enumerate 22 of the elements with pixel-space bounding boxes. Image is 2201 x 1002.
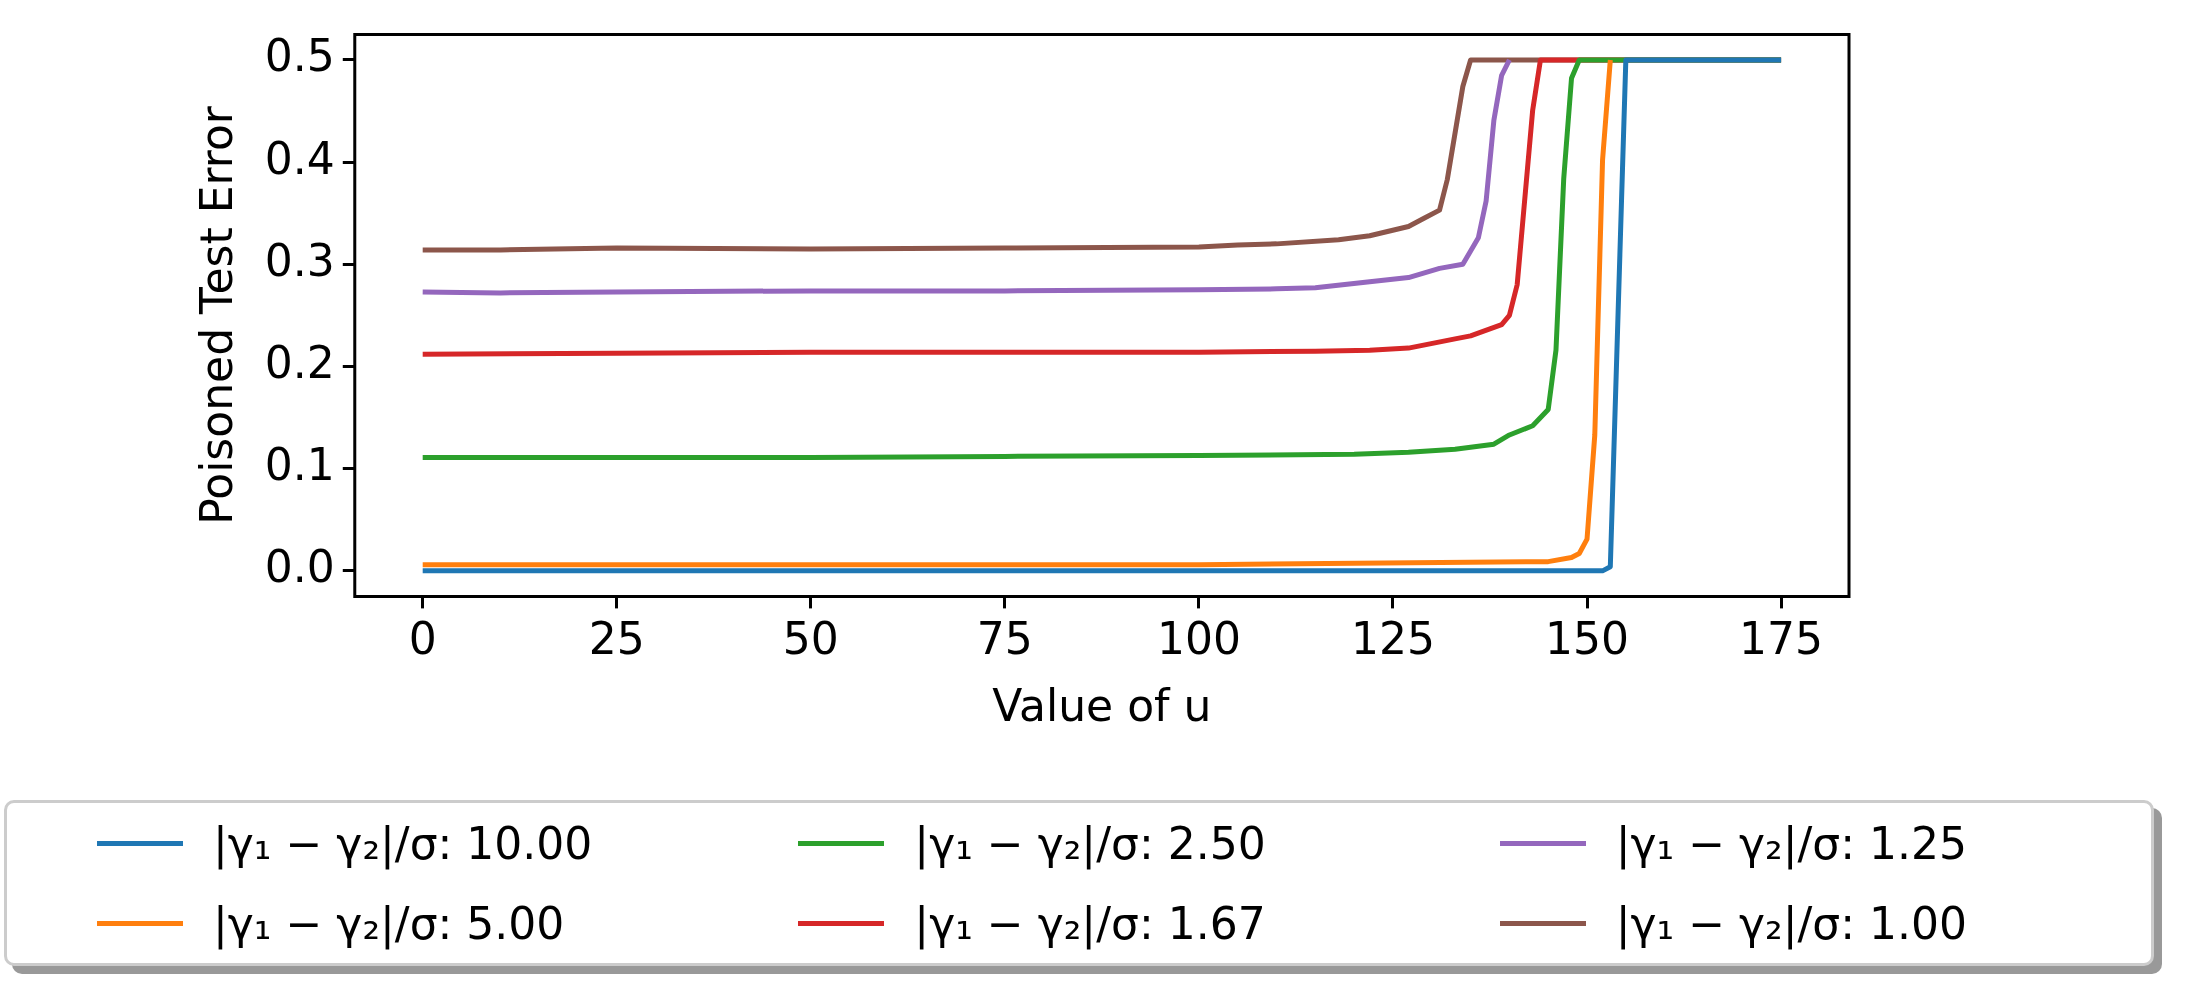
x-tick-label: 25: [588, 613, 645, 665]
x-tick-label: 0: [408, 613, 437, 665]
legend-label: |γ₁ − γ₂|/σ: 10.00: [213, 817, 593, 869]
legend-label: |γ₁ − γ₂|/σ: 5.00: [213, 897, 565, 949]
y-tick-label: 0.4: [264, 132, 335, 184]
legend-label: |γ₁ − γ₂|/σ: 2.50: [914, 817, 1266, 869]
y-tick-label: 0.0: [264, 541, 335, 593]
y-tick-label: 0.2: [264, 336, 335, 388]
legend-label: |γ₁ − γ₂|/σ: 1.25: [1615, 817, 1967, 869]
x-axis-title: Value of u: [992, 680, 1212, 732]
x-tick-label: 125: [1350, 613, 1435, 665]
x-tick-label: 75: [976, 613, 1033, 665]
y-tick-label: 0.3: [264, 234, 335, 286]
x-tick-label: 175: [1739, 613, 1824, 665]
legend-label: |γ₁ − γ₂|/σ: 1.67: [914, 897, 1266, 949]
y-tick-label: 0.5: [264, 30, 335, 82]
y-axis-title: Poisoned Test Error: [190, 105, 242, 525]
x-tick-label: 50: [782, 613, 839, 665]
x-tick-label: 100: [1156, 613, 1241, 665]
y-tick-label: 0.1: [264, 439, 335, 491]
legend-label: |γ₁ − γ₂|/σ: 1.00: [1615, 897, 1967, 949]
x-tick-label: 150: [1545, 613, 1630, 665]
